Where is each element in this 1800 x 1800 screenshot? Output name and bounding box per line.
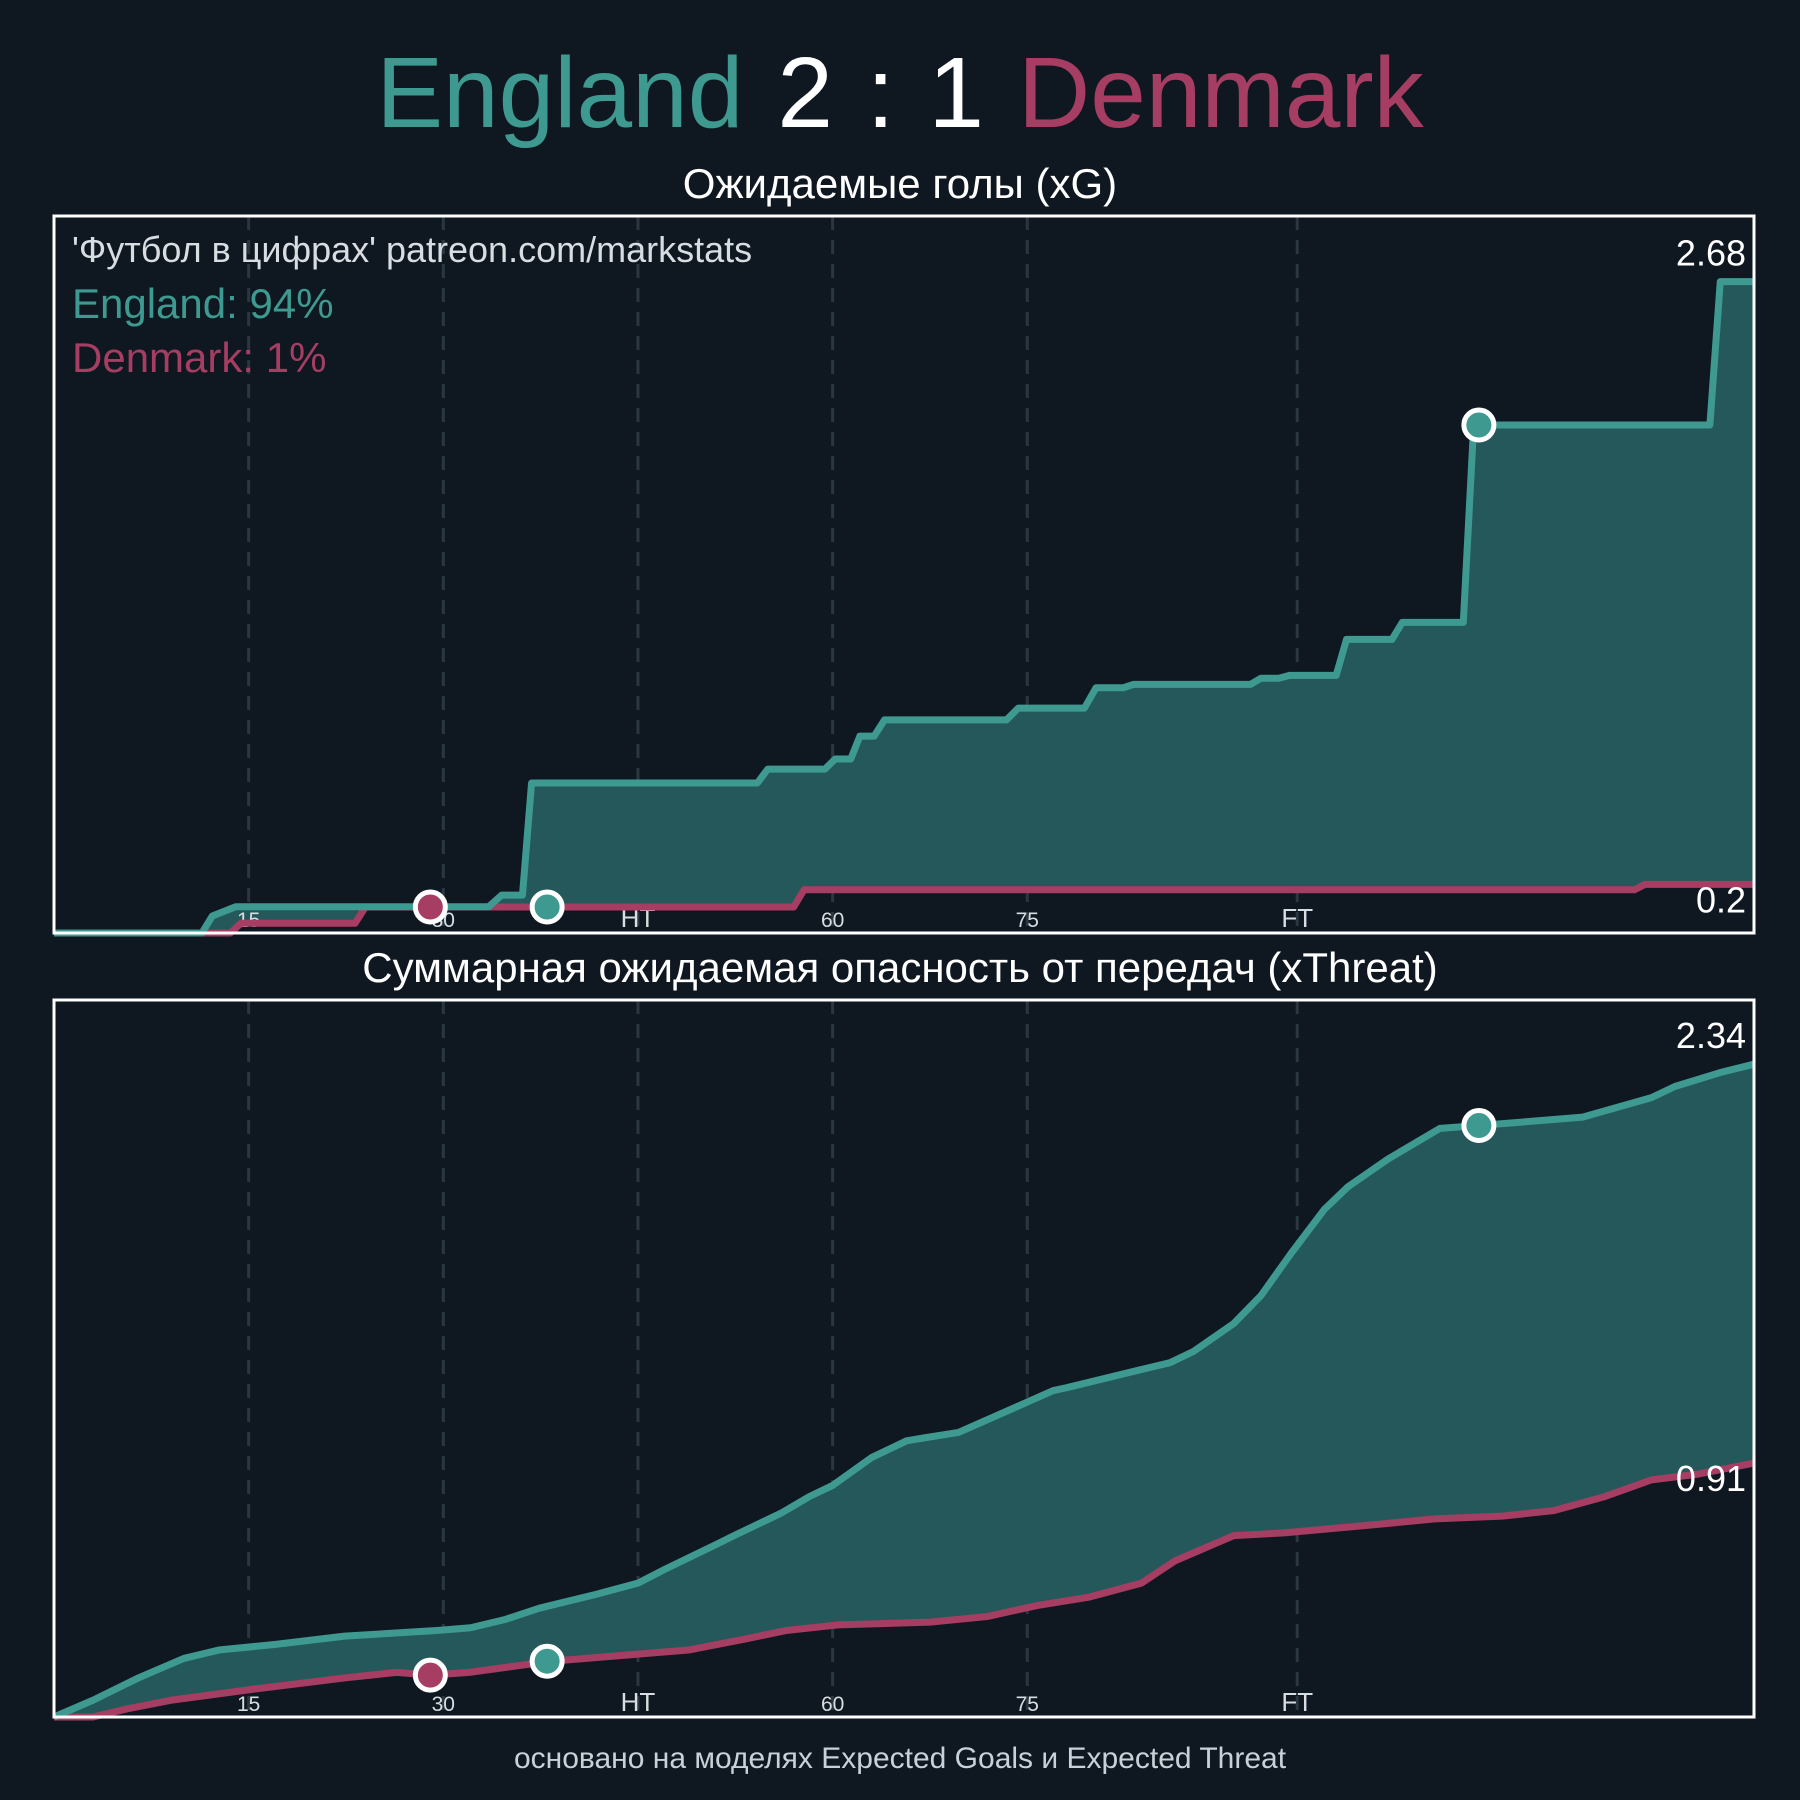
plot-frame	[52, 998, 1756, 1719]
x-tick-label: 60	[821, 909, 844, 932]
score-separator: :	[866, 37, 895, 149]
area-between-series	[54, 281, 1754, 933]
xg-chart-title: Ожидаемые голы (xG)	[682, 160, 1118, 207]
england-goal-marker	[529, 889, 565, 925]
denmark-line	[54, 1459, 1755, 1721]
xg-chart: 15 30 HT 60 75 FT2.680.2'Футбол в цифрах' pat…	[52, 214, 1756, 937]
england-end-value: 2.68	[1676, 233, 1746, 274]
area-between-series	[54, 1064, 1754, 1717]
plot-frame	[52, 214, 1756, 935]
denmark-end-value: 0.2	[1696, 879, 1746, 920]
england-line	[52, 1060, 1755, 1721]
denmark-line	[54, 880, 1754, 937]
england-goal-marker	[529, 1643, 565, 1679]
score: 2 : 1	[777, 38, 984, 148]
footer-note: основано на моделях Expected Goals и Exp…	[513, 1742, 1287, 1775]
england-goal-marker	[1461, 1108, 1497, 1144]
x-tick-label: 75	[1016, 909, 1039, 932]
x-tick-label: 15	[237, 1693, 260, 1716]
denmark-goal-marker	[412, 1657, 448, 1693]
england-end-value: 2.34	[1676, 1015, 1746, 1056]
x-tick-label: FT	[1281, 903, 1313, 933]
away-score: 1	[928, 37, 984, 149]
match-title: England 2 : 1 Denmark	[0, 38, 1800, 148]
x-tick-label: 60	[821, 1693, 844, 1716]
x-tick-label: HT	[621, 1687, 656, 1717]
home-score: 2	[777, 37, 833, 149]
source-annotation: 'Футбол в цифрах' patreon.com/markstats	[72, 229, 752, 270]
x-tick-label: 30	[432, 1693, 455, 1716]
xthreat-chart-title: Суммарная ожидаемая опасность от передач…	[362, 944, 1438, 991]
legend-denmark-win-prob: Denmark: 1%	[72, 334, 326, 381]
denmark-goal-marker	[412, 889, 448, 925]
away-team-name: Denmark	[1017, 37, 1424, 149]
england-goal-marker	[1461, 407, 1497, 443]
legend-england-win-prob: England: 94%	[72, 280, 334, 327]
home-team-name: England	[376, 37, 744, 149]
x-tick-label: FT	[1281, 1687, 1313, 1717]
xthreat-chart: 15 30 HT 60 75 FT 2.34 0.91	[52, 998, 1756, 1721]
england-line	[54, 278, 1754, 937]
denmark-end-value: 0.91	[1676, 1458, 1746, 1499]
x-tick-label: 75	[1016, 1693, 1039, 1716]
